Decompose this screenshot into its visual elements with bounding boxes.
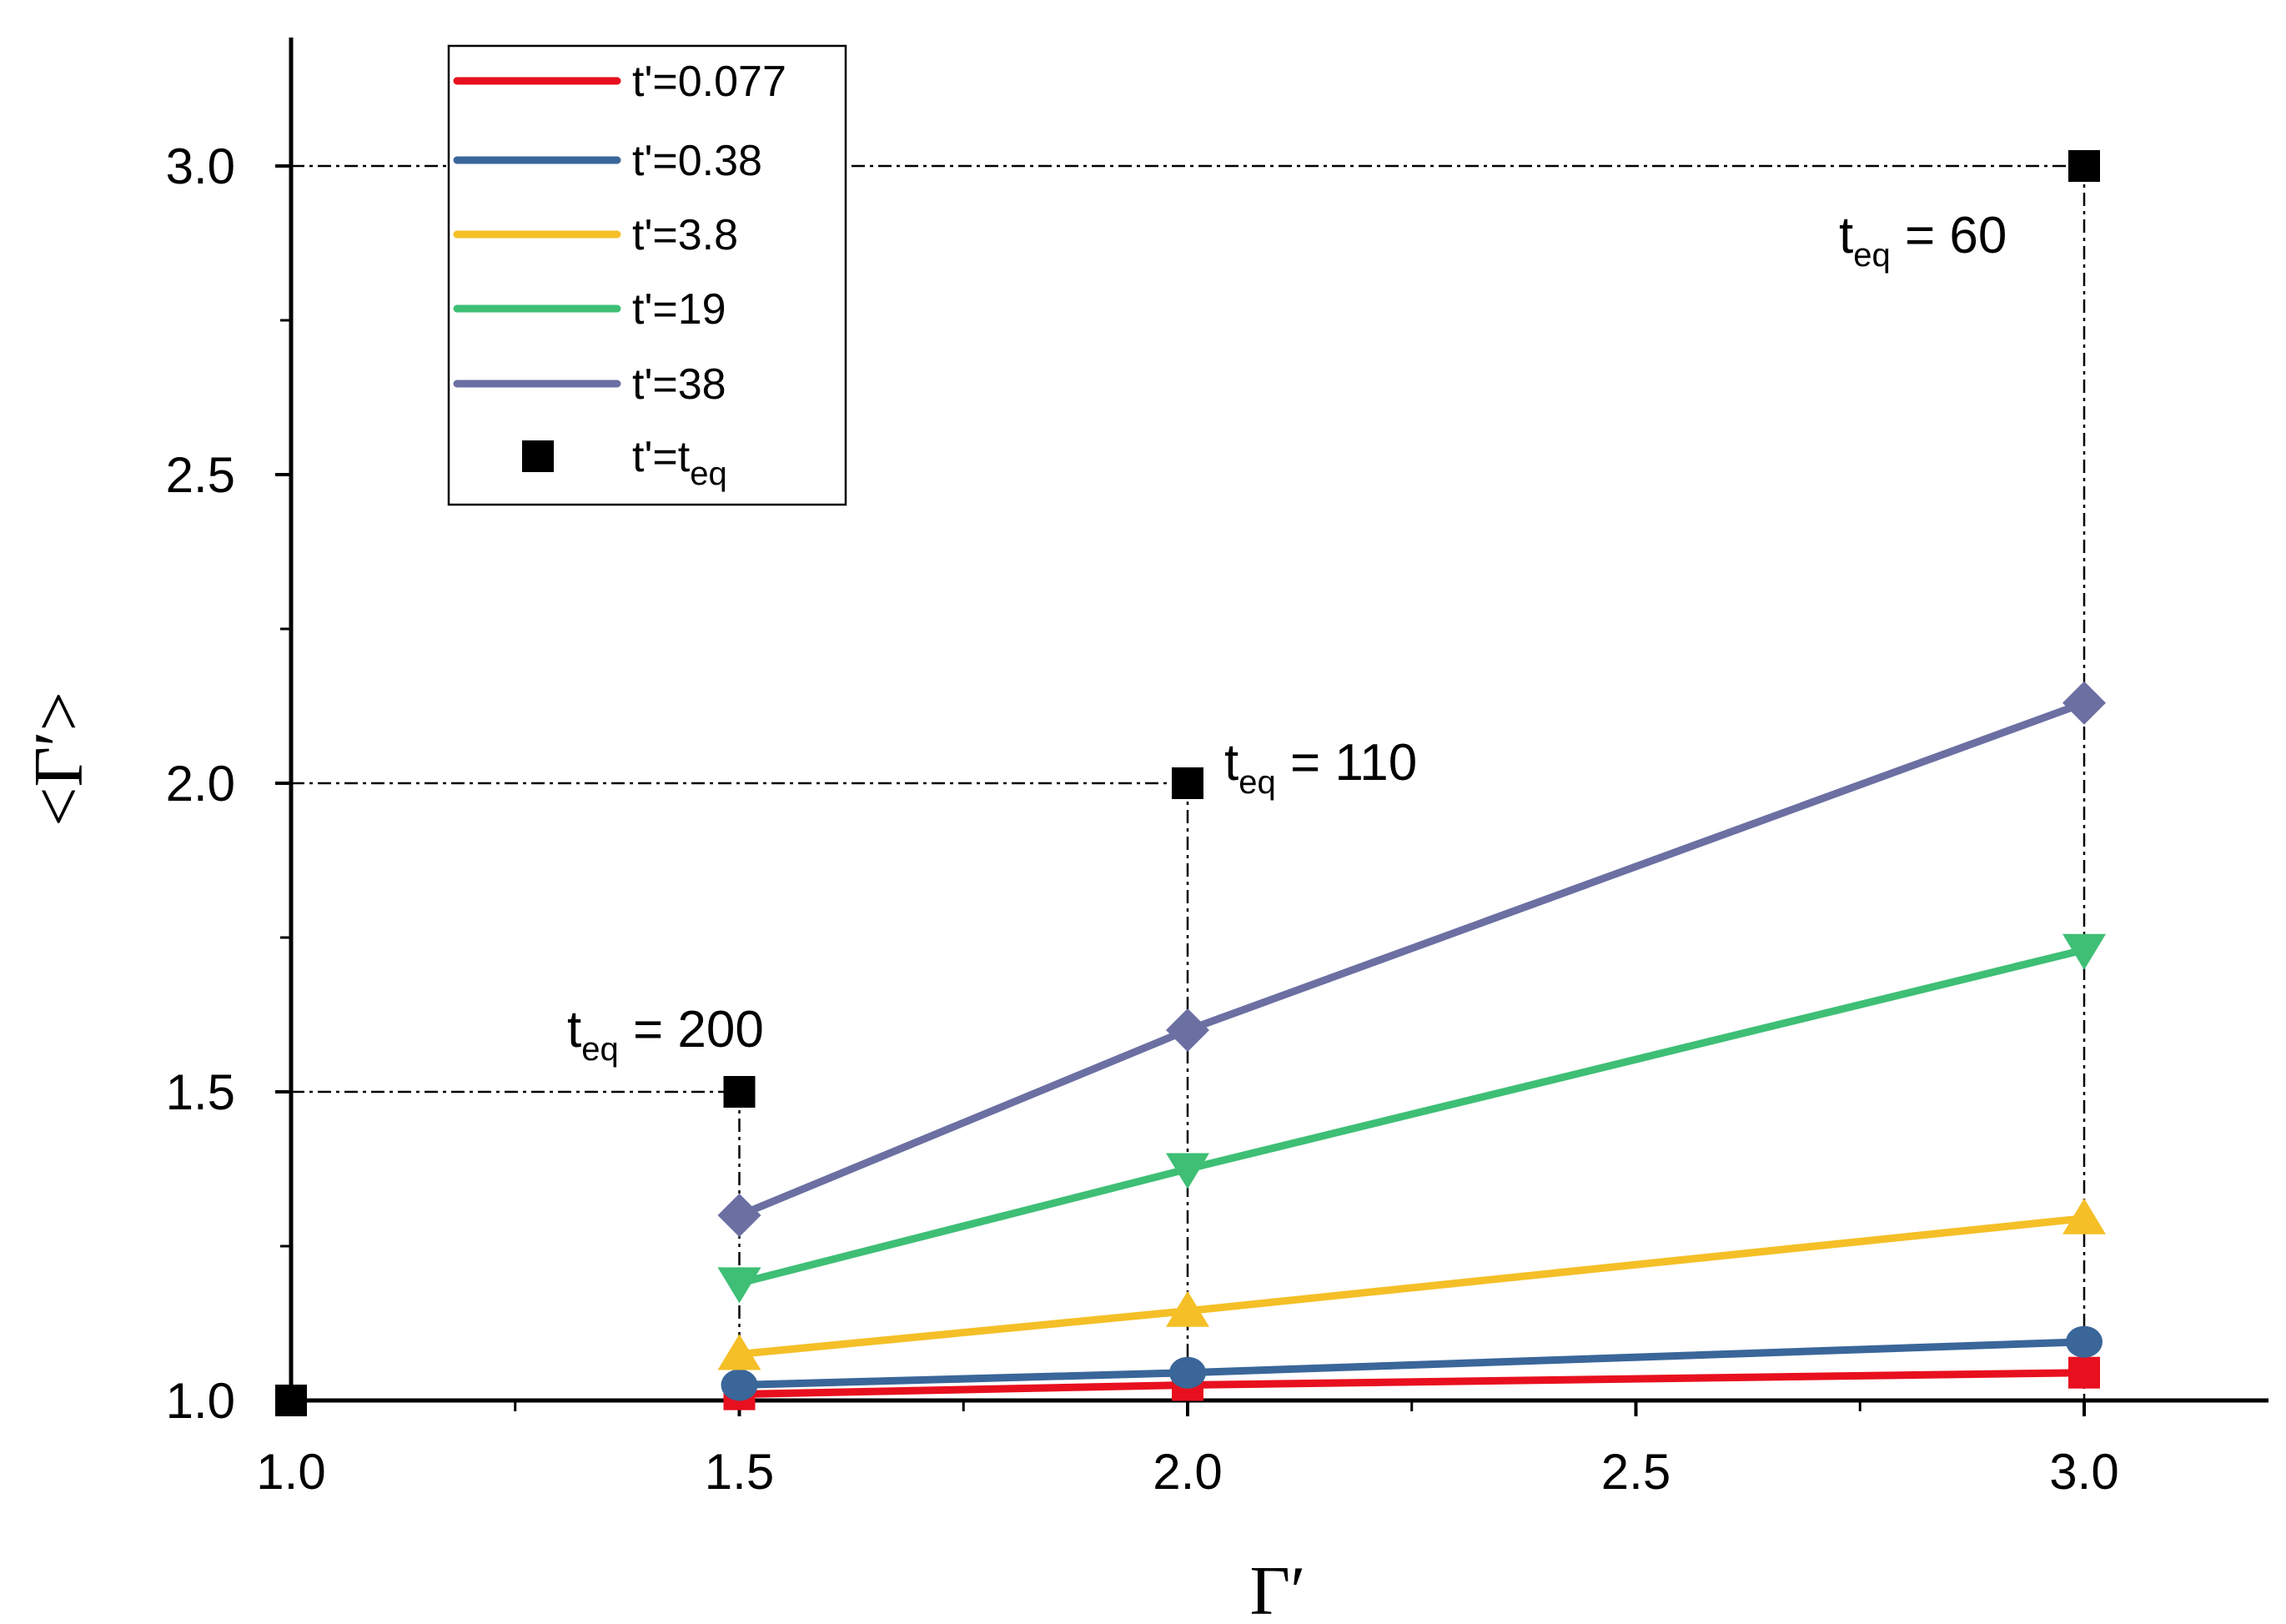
- ticks: 1.0 1.5 2.0 2.5 3.0 1.0 1.5 2.0 2.5 3.0: [166, 138, 2119, 1500]
- data-point: [2062, 933, 2106, 970]
- legend-label: t'=38: [632, 360, 726, 409]
- y-tick-label: 2.0: [166, 756, 235, 812]
- data-point: [2068, 1356, 2100, 1389]
- equilibrium-point: [2068, 150, 2100, 182]
- data-point: [1166, 1008, 1209, 1052]
- x-tick-label: 2.5: [1601, 1444, 1671, 1500]
- series-line: [739, 1214, 2085, 1358]
- x-tick-label: 2.0: [1153, 1444, 1222, 1500]
- annotation-label: teq = 200: [567, 1001, 764, 1068]
- data-point: [2066, 1325, 2103, 1358]
- data-point: [717, 1267, 761, 1304]
- legend: t'=0.077 t'=0.38 t'=3.8 t'=19 t'=38 t'=teq: [447, 44, 847, 506]
- x-tick-label: 1.0: [256, 1444, 325, 1500]
- annotations: teq = 200 teq = 110 teq = 60: [567, 207, 2007, 1068]
- legend-label: t'=0.077: [632, 58, 786, 106]
- legend-label: t'=3.8: [632, 211, 738, 259]
- data-point: [721, 1369, 758, 1401]
- annotation-label: teq = 110: [1224, 734, 1417, 801]
- y-tick-label: 3.0: [166, 138, 235, 194]
- equilibrium-point: [723, 1076, 756, 1108]
- data-point: [717, 1194, 761, 1237]
- legend-label: t'=19: [632, 285, 726, 334]
- axes: [289, 38, 2268, 1403]
- x-axis-title: Γ′: [1250, 1552, 1306, 1624]
- data-point: [1166, 1153, 1209, 1189]
- y-tick-label: 1.0: [166, 1373, 235, 1429]
- x-tick-label: 3.0: [2049, 1444, 2118, 1500]
- equilibrium-point: [275, 1385, 307, 1416]
- y-axis-title: <Γ′>: [20, 691, 98, 827]
- equilibrium-layer: [275, 150, 2100, 1416]
- data-point: [1169, 1356, 1206, 1389]
- annotation-label: teq = 60: [1839, 207, 2007, 274]
- data-point: [717, 1334, 761, 1370]
- legend-label: t'=teq: [632, 433, 727, 492]
- data-point: [2062, 681, 2106, 725]
- y-tick-label: 2.5: [166, 447, 235, 503]
- equilibrium-point: [1172, 767, 1203, 799]
- series-layer: [717, 681, 2106, 1410]
- legend-label: t'=0.38: [632, 137, 762, 185]
- y-tick-label: 1.5: [166, 1064, 235, 1120]
- data-point: [2062, 1198, 2106, 1234]
- x-tick-label: 1.5: [705, 1444, 774, 1500]
- series-line: [738, 946, 2086, 1287]
- data-point: [1166, 1290, 1209, 1327]
- legend-items: t'=0.077 t'=0.38 t'=3.8 t'=19 t'=38 t'=teq: [453, 58, 786, 492]
- legend-swatch: [522, 440, 554, 472]
- legend-box: [447, 44, 847, 506]
